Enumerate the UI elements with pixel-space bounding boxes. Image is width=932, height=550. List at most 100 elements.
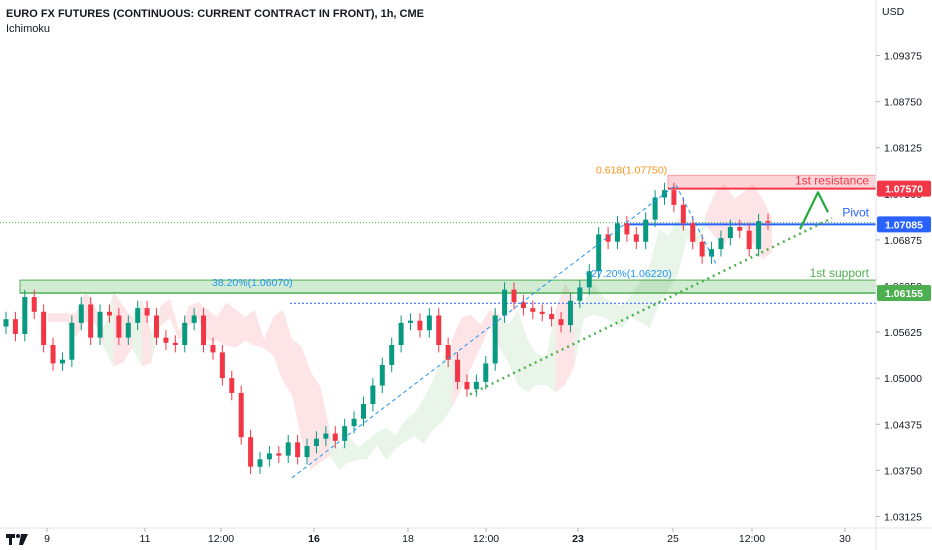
candle-body [22, 297, 28, 334]
cloud-segment [207, 309, 217, 341]
candle [718, 230, 724, 257]
cloud-segment [273, 309, 283, 382]
candle [746, 223, 752, 257]
candle [408, 313, 414, 331]
candle-body [464, 381, 470, 390]
candle-body [351, 418, 357, 427]
candle-body [116, 315, 122, 338]
candle [50, 337, 56, 371]
candle [88, 297, 94, 345]
candle-body [549, 314, 555, 320]
candle-body [492, 315, 498, 364]
candle-body [690, 223, 696, 242]
cloud-segment [677, 217, 688, 275]
price-axis[interactable] [876, 0, 932, 550]
cloud-segment [433, 359, 443, 430]
candle-body [643, 219, 649, 242]
candle [605, 226, 611, 250]
candle [539, 304, 545, 322]
time-tick-label: 30 [839, 533, 851, 545]
candle [662, 182, 668, 205]
candle-body [614, 223, 620, 242]
candle-body [295, 442, 301, 458]
candle-body [455, 359, 461, 382]
candle-body [445, 344, 451, 360]
candle-body [41, 311, 47, 345]
cloud-segment [386, 427, 396, 461]
candle-body [3, 319, 9, 327]
candle [586, 263, 592, 295]
candle-body [379, 364, 385, 386]
candle-body [596, 234, 602, 272]
cloud-segment [715, 184, 725, 245]
candle [266, 446, 272, 467]
cloud-segment [292, 339, 302, 441]
cloud-segment [470, 314, 481, 368]
candle [643, 212, 649, 250]
candle-body [765, 221, 771, 223]
price-tag [877, 180, 931, 197]
cloud-segment [461, 314, 471, 389]
candle-body [530, 308, 536, 312]
candle [370, 378, 376, 412]
cloud-segment [414, 398, 424, 444]
cloud-segment [659, 228, 669, 304]
candle-body [182, 322, 188, 345]
cloud-segment [395, 420, 406, 449]
candle-body [78, 304, 84, 323]
price-tick-label: 1.08750 [884, 97, 922, 109]
candle [398, 315, 404, 353]
annotations: 1st resistance Pivot 1st support 0.618(1.07… [212, 164, 870, 479]
candle-body [483, 363, 489, 382]
cloud-segment [57, 313, 67, 323]
candle [558, 311, 564, 333]
cloud-segment [141, 298, 152, 367]
cloud-segment [668, 217, 678, 291]
candle-body [360, 403, 366, 419]
candle-body [88, 304, 94, 338]
candle-body [125, 322, 131, 338]
support-trendline [469, 217, 833, 396]
cloud-segment [254, 309, 264, 348]
cloud-segment [245, 309, 255, 346]
candle [417, 313, 423, 338]
cloud-segment [565, 283, 575, 385]
candle-body [323, 433, 329, 439]
candle [633, 226, 639, 250]
candle [106, 304, 112, 323]
cloud-segment [216, 302, 227, 346]
candle-body [332, 433, 338, 441]
fib-618-label: 0.618(1.07750) [596, 164, 667, 176]
candle [492, 308, 498, 371]
candle [332, 426, 338, 449]
candle-body [31, 297, 37, 312]
time-tick-label: 11 [140, 533, 151, 545]
cloud-segment [47, 313, 58, 323]
candle [511, 282, 517, 310]
support-zone [19, 279, 877, 294]
candle [520, 294, 526, 316]
cloud-segment [329, 431, 340, 470]
candle [379, 357, 385, 393]
candle [577, 280, 583, 309]
candle-body [502, 289, 508, 316]
candle-body [12, 319, 18, 334]
candle-body [389, 344, 395, 365]
time-tick-label: 18 [402, 533, 414, 545]
price-tick-label: 1.09375 [884, 51, 922, 63]
cloud-segment [226, 302, 236, 348]
candle [276, 446, 282, 463]
cloud-segment [282, 309, 293, 396]
cloud-segment [527, 339, 537, 393]
candle [97, 304, 103, 345]
candle-body [727, 226, 733, 239]
cloud-segment [621, 294, 631, 329]
candle [229, 370, 235, 401]
candle [69, 315, 75, 368]
candle-body [285, 442, 291, 456]
candle [756, 213, 762, 257]
time-tick-label: 23 [572, 533, 584, 545]
candle [78, 297, 84, 331]
